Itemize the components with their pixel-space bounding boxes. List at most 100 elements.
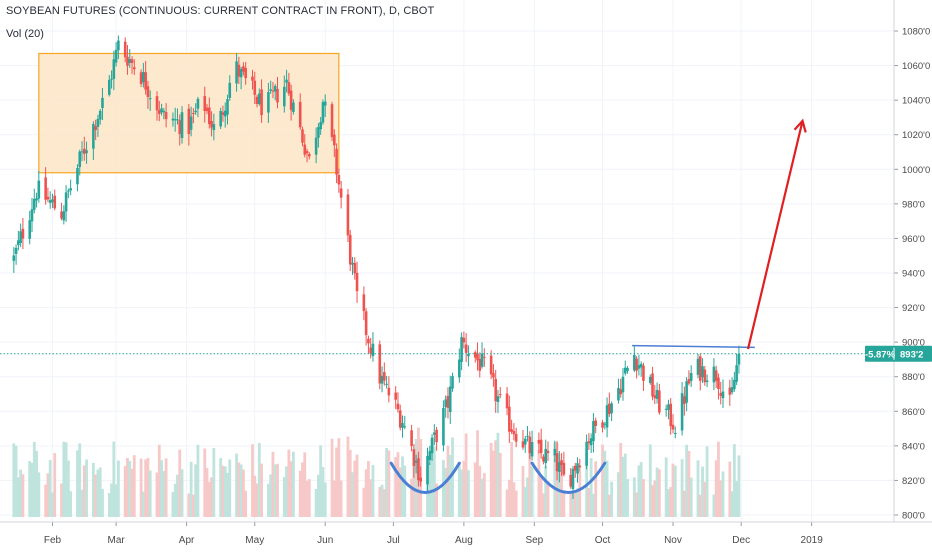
candle-body: [585, 441, 588, 466]
candle-body: [101, 97, 104, 108]
volume-bar: [364, 469, 368, 517]
y-tick-label: 960'0: [902, 234, 925, 245]
volume-bar: [28, 460, 32, 517]
volume-indicator-label[interactable]: Vol (20): [6, 28, 44, 40]
candle-body: [664, 408, 668, 410]
volume-bar: [621, 456, 625, 517]
candle-body: [369, 347, 372, 354]
candle-body: [576, 463, 579, 474]
y-tick-label: 1080'0: [902, 27, 930, 38]
candle-body: [403, 426, 407, 428]
volume-bar: [460, 469, 464, 517]
volume-bar: [657, 469, 661, 517]
volume-bar: [385, 448, 388, 517]
candle-body: [69, 188, 72, 191]
y-tick-label: 1040'0: [902, 96, 930, 107]
candle-body: [571, 468, 575, 489]
volume-bar: [626, 479, 629, 517]
candle-body: [28, 220, 32, 239]
last-price-badge: [865, 345, 932, 362]
candle-body: [467, 354, 470, 357]
volume-bar: [705, 446, 709, 517]
volume-bar: [160, 460, 163, 517]
candle-body: [353, 262, 357, 274]
candle-body: [651, 373, 654, 397]
candle-body: [505, 393, 509, 409]
volume-bar: [157, 444, 161, 517]
volume-bar: [187, 493, 191, 517]
volume-bar: [191, 494, 195, 517]
candle-body: [387, 387, 391, 396]
candle-body: [721, 391, 725, 399]
candle-body: [410, 430, 413, 447]
volume-bar: [544, 466, 548, 517]
volume-bar: [289, 461, 293, 517]
candle-body: [642, 365, 645, 381]
volume-bar: [85, 459, 88, 517]
candle-body: [255, 96, 259, 104]
candle-body: [289, 90, 293, 110]
volume-bar: [394, 456, 398, 517]
volume-bar: [353, 460, 357, 517]
volume-bar: [689, 477, 693, 517]
candle-body: [323, 101, 327, 106]
volume-bar: [448, 454, 452, 517]
candle-body: [689, 372, 693, 381]
volume-bar: [348, 449, 352, 517]
candle-body: [623, 367, 627, 374]
candle-body: [371, 343, 375, 357]
candle-body: [560, 460, 563, 466]
volume-bar: [314, 488, 318, 517]
volume-bar: [642, 479, 645, 517]
volume-bar: [330, 438, 334, 517]
candle-body: [94, 126, 97, 131]
volume-bar: [396, 452, 400, 517]
candle-body: [633, 354, 636, 371]
candle-body: [239, 68, 243, 78]
candle-body: [667, 404, 670, 410]
volume-bar: [682, 490, 686, 517]
candle-body: [335, 148, 338, 175]
volume-bar: [512, 482, 516, 517]
volume-bar: [155, 472, 159, 517]
volume-bar: [351, 472, 354, 517]
volume-bar: [139, 458, 143, 517]
volume-bar: [269, 474, 273, 517]
candle-body: [448, 386, 452, 413]
candle-body: [530, 442, 534, 457]
volume-bar: [594, 461, 598, 517]
y-tick-label: 920'0: [902, 303, 925, 314]
volume-bar: [305, 480, 309, 517]
candle-body: [351, 262, 354, 265]
candle-body: [208, 107, 211, 125]
candle-body: [380, 375, 384, 384]
volume-bar: [721, 471, 725, 517]
candle-body: [478, 358, 482, 371]
neckline: [632, 344, 755, 349]
candle-body: [458, 359, 461, 378]
volume-bar: [444, 468, 448, 517]
volume-bar: [667, 489, 670, 517]
volume-bar: [285, 466, 288, 517]
volume-bar: [542, 493, 545, 517]
candle-body: [78, 151, 82, 168]
candle-body: [671, 424, 675, 430]
candle-body: [635, 358, 638, 371]
candle-body: [144, 72, 147, 90]
candle-body: [235, 61, 238, 84]
candle-body: [728, 387, 732, 395]
volume-bar: [669, 487, 673, 517]
candle-body: [696, 358, 700, 375]
volume-bar: [196, 444, 200, 517]
volume-bar: [292, 451, 295, 517]
candle-body: [258, 93, 261, 105]
y-tick-label: 800'0: [902, 511, 925, 522]
candle-body: [687, 379, 691, 384]
candle-body: [733, 379, 736, 390]
target-arrow-head: [793, 118, 807, 133]
candle-body: [139, 72, 143, 84]
volume-bar: [714, 460, 718, 517]
volume-bar: [14, 445, 18, 517]
